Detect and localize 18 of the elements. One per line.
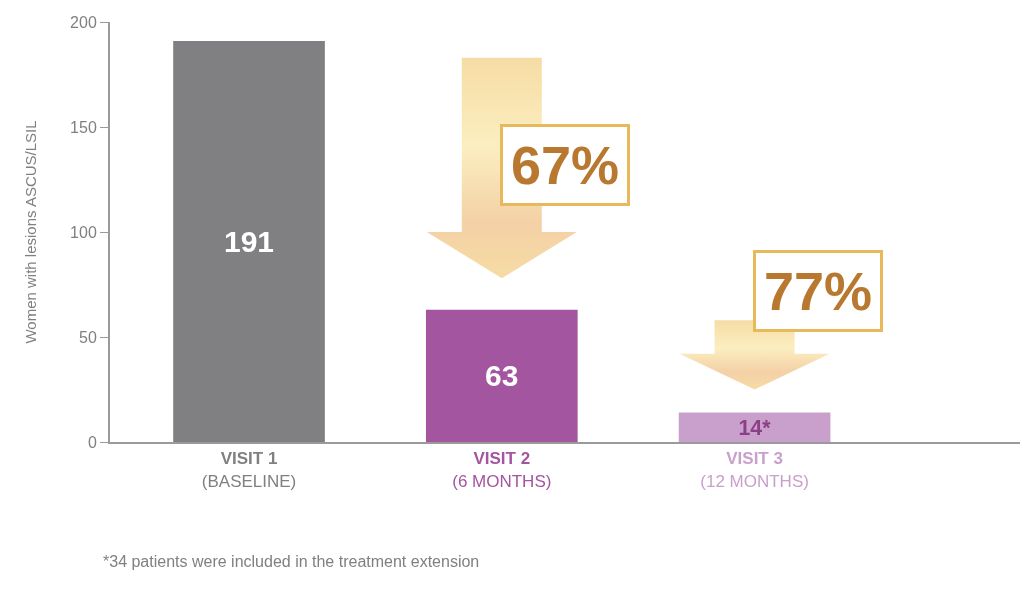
annotation: 67% (511, 135, 620, 195)
data-label: 14* (738, 415, 772, 440)
y-axis-title: Women with lesions ASCUS/LSIL (21, 120, 39, 344)
bar (678, 412, 831, 442)
data-label: 63 (485, 359, 519, 393)
data-label: 191 (223, 224, 275, 258)
bar (173, 40, 325, 442)
y-tick-label: 200 (70, 13, 97, 31)
text: *34 patients were included in the treatment extension (103, 553, 480, 570)
bar (425, 309, 578, 442)
y-tick-label: 50 (79, 328, 97, 346)
x-tick-label: VISIT 2 (6 MONTHS) (452, 449, 552, 491)
y-tick-label: 0 (87, 433, 97, 451)
annotation: 77% (764, 261, 873, 321)
y-tick-label: 100 (70, 223, 97, 241)
x-tick-label: VISIT 3 (12 MONTHS) (700, 449, 809, 491)
x-tick-label: VISIT 1 (BASELINE) (201, 449, 297, 491)
y-tick-label: 150 (70, 118, 97, 136)
